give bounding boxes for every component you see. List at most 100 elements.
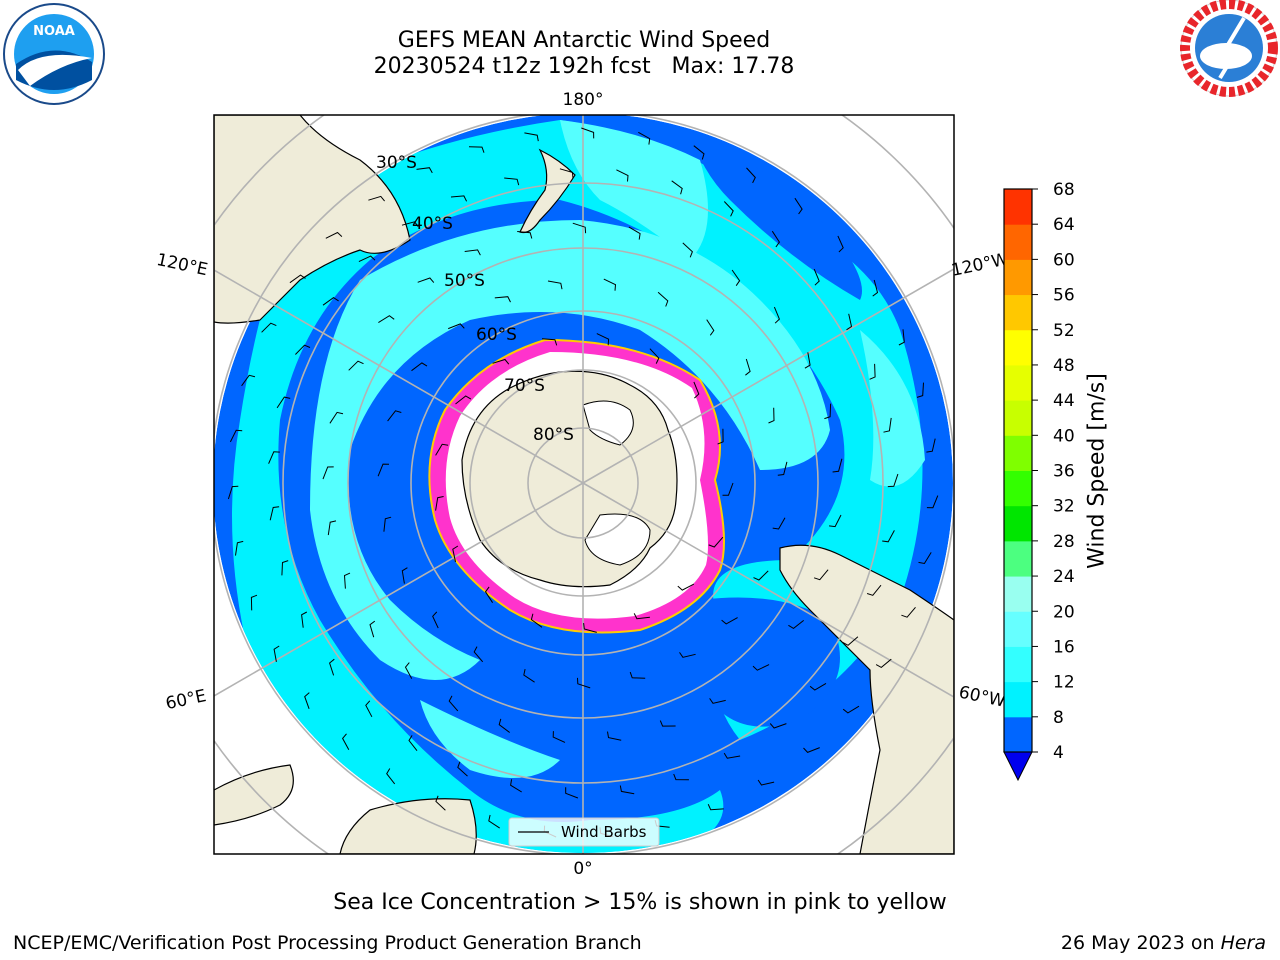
wind-barb [416,167,433,174]
colorbar-segment [1004,646,1032,683]
wind-barb [295,344,311,355]
wind-barb [804,352,811,369]
colorbar-segment [1004,329,1032,366]
colorbar-tick-label: 60 [1053,250,1075,270]
credit-text: NCEP/EMC/Verification Post Processing Pr… [13,932,642,954]
lat-label-70: 70°S [504,376,545,396]
wind-barb [603,278,617,291]
wind-barb [268,451,280,464]
wind-barb [657,291,669,307]
wind-barb [832,458,843,473]
lat-label-60: 60°S [476,325,517,345]
lat-label-50: 50°S [444,271,485,291]
wind-barb [368,195,385,202]
wind-barb [866,584,882,596]
wind-barb [473,646,484,663]
wind-barb [524,132,539,142]
wind-barb [276,396,291,409]
wind-barb [341,733,350,751]
wind-barb [882,530,895,543]
wind-barb [401,221,419,227]
map-legend: Wind Barbs [508,817,660,847]
wind-barb [343,572,351,589]
colorbar-tick-label: 24 [1053,567,1075,587]
wind-barb [435,496,444,511]
wind-barb [404,662,413,679]
wind-barb [842,636,859,646]
colorbar-tick-label: 56 [1053,286,1075,306]
wind-barb [679,652,696,658]
lon-label-top: 180° [563,90,604,110]
wind-barb [365,700,373,718]
latitude-labels: 30°S 40°S 50°S 60°S 70°S 80°S [376,153,574,445]
colorbar-tick-label: 64 [1053,215,1075,235]
colorbar-segment [1004,611,1032,647]
wind-barb [824,403,832,420]
wind-barb [901,606,916,618]
wind-barb [846,313,853,331]
date-text: 26 May 2023 on [1060,932,1221,954]
noaa-logo-text: NOAA [33,24,75,39]
wind-barb [530,613,543,628]
colorbar-segment [1004,400,1032,436]
wind-barb [452,545,459,563]
colorbar-segment [1004,364,1032,401]
wind-barb [369,620,376,638]
wind-barb [494,296,511,303]
wind-barb [383,516,392,532]
wind-barb [706,319,715,336]
wind-barb [746,167,756,184]
wind-barb [693,381,700,399]
date-credit: 26 May 2023 on Hera [1061,932,1266,954]
wind-barb [752,664,770,671]
lon-label-lower-right: 60°W [957,682,1007,711]
wind-barb [869,363,876,380]
wind-barb [708,536,724,548]
wind-barb [261,322,277,333]
colorbar-tick-label: 16 [1053,637,1075,657]
wind-barb [241,374,256,387]
nws-logo [1180,0,1278,97]
wind-barb [583,623,597,633]
wind-barb [464,249,481,256]
wind-barb [322,296,339,306]
wind-barb [273,645,280,662]
wind-barb [649,348,660,364]
wind-barb [301,611,308,628]
wind-barb [448,695,459,712]
wind-barb [329,411,344,424]
wind-barb [577,677,591,689]
colorbar-tick-label: 4 [1053,743,1064,763]
colorbar-segment [1004,716,1032,752]
sea-ice-caption: Sea Ice Concentration > 15% is shown in … [333,890,947,915]
wind-barb [504,177,520,186]
wind-barb [596,333,610,346]
wind-barb [541,338,558,346]
wind-barb [745,358,751,376]
wind-barb [918,552,932,565]
wind-barb [448,323,465,330]
wind-barb [565,787,579,799]
colorbar-segment [1004,259,1032,296]
colorbar-segment [1004,540,1032,577]
wind-barb [777,461,788,476]
legend-label: Wind Barbs [561,823,647,841]
colorbar-segment [1004,505,1032,542]
lon-label-lower-left: 60°E [164,686,208,714]
wind-barb [671,180,683,195]
wind-barb [673,773,689,781]
wind-barb [417,277,435,283]
colorbar-tick-label: 48 [1053,356,1075,376]
ross-ice-shelf [582,400,634,446]
wind-barb [916,382,924,398]
colorbar-segment [1004,681,1032,718]
wind-barb [753,570,769,581]
wind-barb [628,226,641,240]
colorbar-tick-label: 68 [1053,180,1075,200]
wind-barb [386,768,396,785]
wind-barb [607,731,622,741]
wind-barb [883,417,892,433]
wind-barb [788,620,805,630]
wind-barb [325,231,343,239]
